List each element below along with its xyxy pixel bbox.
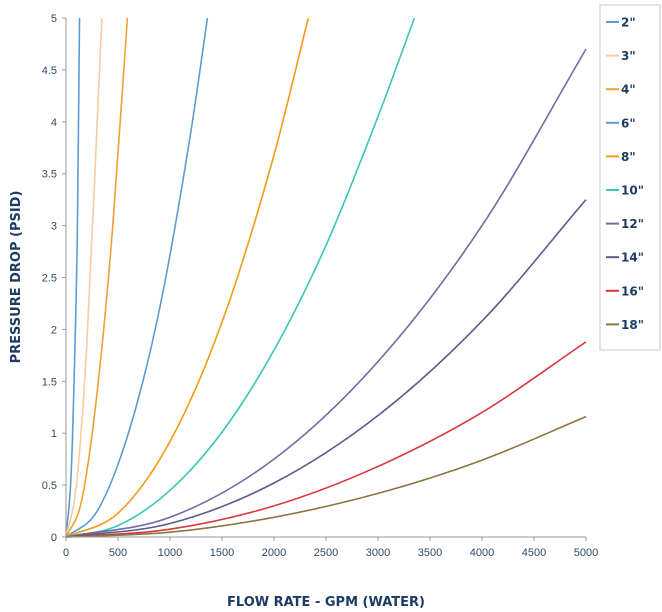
series-line-8 bbox=[65, 341, 587, 538]
y-tick-label: 5 bbox=[51, 13, 57, 25]
series-line-6 bbox=[65, 48, 587, 538]
legend-entry: 6" bbox=[621, 116, 636, 130]
x-tick-label: 0 bbox=[63, 547, 69, 559]
legend-entry: 2" bbox=[621, 16, 636, 30]
x-tick-label: 2000 bbox=[262, 547, 286, 559]
series-line-5 bbox=[65, 17, 416, 538]
series-line-3 bbox=[65, 17, 209, 538]
x-tick-label: 500 bbox=[109, 547, 127, 559]
legend-entry: 3" bbox=[621, 49, 636, 63]
x-tick-label: 2500 bbox=[314, 547, 338, 559]
legend-entry: 16" bbox=[621, 284, 644, 298]
x-axis-title: FLOW RATE - GPM (WATER) bbox=[227, 595, 425, 610]
x-tick-label: 1500 bbox=[210, 547, 234, 559]
y-tick-label: 1.5 bbox=[42, 376, 57, 388]
axes-layer bbox=[62, 17, 587, 541]
y-axis-title: PRESSURE DROP (PSID) bbox=[9, 191, 24, 364]
y-tick-label: 4 bbox=[51, 117, 57, 129]
y-tick-label: 1 bbox=[51, 428, 57, 440]
legend-box bbox=[599, 4, 661, 351]
y-tick-label: 0 bbox=[51, 532, 57, 544]
legend-entry: 8" bbox=[621, 150, 636, 164]
legend-entry: 18" bbox=[621, 318, 644, 332]
legend-entry: 4" bbox=[621, 83, 636, 97]
series-line-7 bbox=[65, 199, 587, 538]
x-tick-label: 1000 bbox=[158, 547, 182, 559]
ticks-layer: 0 500 1000 1500 2000 2500 3000 3500 4000 4500 5000… bbox=[42, 13, 599, 559]
legend-items: 2" 3" 4" 6" 8" 10" 12" 14" 16" 18" bbox=[606, 16, 644, 332]
series-line-9 bbox=[65, 415, 587, 538]
series-layer bbox=[65, 17, 587, 538]
series-line-1 bbox=[65, 17, 103, 538]
y-tick-label: 4.5 bbox=[42, 65, 57, 77]
series-line-2 bbox=[65, 17, 129, 538]
x-tick-label: 3500 bbox=[418, 547, 442, 559]
y-tick-label: 0.5 bbox=[42, 480, 57, 492]
y-tick-label: 2 bbox=[51, 324, 57, 336]
legend-entry: 12" bbox=[621, 217, 644, 231]
x-tick-label: 3000 bbox=[366, 547, 390, 559]
x-tick-label: 5000 bbox=[574, 547, 598, 559]
series-line-0 bbox=[65, 17, 81, 538]
y-tick-label: 3 bbox=[51, 221, 57, 233]
x-tick-label: 4500 bbox=[522, 547, 546, 559]
legend: 2" 3" 4" 6" 8" 10" 12" 14" 16" 18" bbox=[599, 4, 661, 351]
legend-entry: 14" bbox=[621, 251, 644, 265]
x-tick-label: 4000 bbox=[470, 547, 494, 559]
legend-entry: 10" bbox=[621, 184, 644, 198]
series-line-4 bbox=[65, 17, 310, 538]
y-tick-label: 2.5 bbox=[42, 273, 57, 285]
y-tick-label: 3.5 bbox=[42, 169, 57, 181]
